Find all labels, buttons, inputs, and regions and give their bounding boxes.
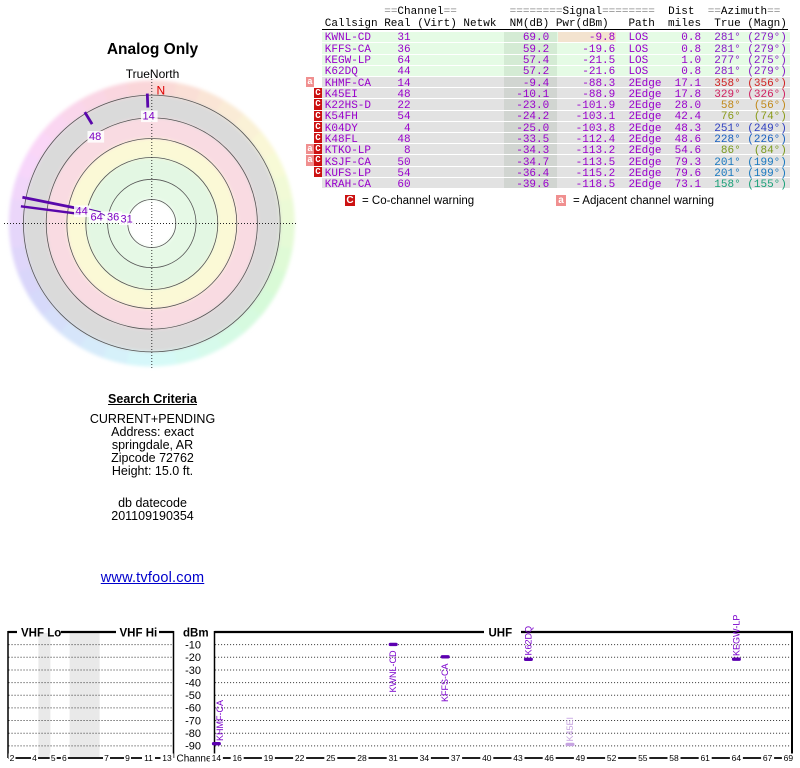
svg-text:55: 55 xyxy=(638,753,648,763)
svg-text:67: 67 xyxy=(763,753,773,763)
svg-text:64: 64 xyxy=(91,212,103,224)
svg-text:61: 61 xyxy=(700,753,710,763)
svg-text:52: 52 xyxy=(607,753,617,763)
svg-text:9: 9 xyxy=(125,753,130,763)
svg-text:31: 31 xyxy=(121,214,133,226)
svg-text:69: 69 xyxy=(784,753,794,763)
svg-text:36: 36 xyxy=(107,212,119,224)
svg-text:KWNL-CD: KWNL-CD xyxy=(388,650,398,692)
svg-text:-10: -10 xyxy=(185,639,201,651)
svg-text:7: 7 xyxy=(104,753,109,763)
svg-text:37: 37 xyxy=(451,753,461,763)
svg-text:64: 64 xyxy=(732,753,742,763)
svg-text:49: 49 xyxy=(576,753,586,763)
svg-text:19: 19 xyxy=(264,753,274,763)
svg-text:VHF Hi: VHF Hi xyxy=(120,628,158,640)
svg-text:13: 13 xyxy=(162,753,172,763)
svg-text:-80: -80 xyxy=(185,728,201,740)
svg-text:VHF Lo: VHF Lo xyxy=(21,628,61,640)
svg-text:28: 28 xyxy=(357,753,367,763)
svg-text:-40: -40 xyxy=(185,677,201,689)
svg-text:K62DQ: K62DQ xyxy=(523,626,533,656)
svg-text:6: 6 xyxy=(62,753,67,763)
svg-text:-50: -50 xyxy=(185,690,201,702)
svg-text:UHF: UHF xyxy=(489,628,513,640)
svg-text:K45EI: K45EI xyxy=(565,717,575,742)
svg-text:31: 31 xyxy=(388,753,398,763)
svg-text:2: 2 xyxy=(10,753,15,763)
svg-text:dBm: dBm xyxy=(183,628,209,640)
svg-text:14: 14 xyxy=(212,753,222,763)
svg-text:-30: -30 xyxy=(185,665,201,677)
svg-text:4: 4 xyxy=(32,753,37,763)
svg-text:58: 58 xyxy=(669,753,679,763)
svg-text:43: 43 xyxy=(513,753,523,763)
svg-text:5: 5 xyxy=(51,753,56,763)
svg-text:Channel: Channel xyxy=(177,754,214,765)
svg-text:44: 44 xyxy=(76,206,88,218)
svg-text:34: 34 xyxy=(420,753,430,763)
svg-text:KFFS-CA: KFFS-CA xyxy=(440,663,450,702)
svg-text:25: 25 xyxy=(326,753,336,763)
svg-text:-20: -20 xyxy=(185,652,201,664)
svg-text:14: 14 xyxy=(143,111,155,123)
svg-text:11: 11 xyxy=(144,753,153,763)
svg-text:40: 40 xyxy=(482,753,492,763)
svg-text:46: 46 xyxy=(544,753,554,763)
svg-text:KEGW-LP: KEGW-LP xyxy=(731,615,741,656)
svg-text:KHMF-CA: KHMF-CA xyxy=(215,700,225,741)
svg-text:22: 22 xyxy=(295,753,305,763)
svg-text:N: N xyxy=(157,84,166,98)
svg-text:16: 16 xyxy=(232,753,242,763)
svg-text:-90: -90 xyxy=(185,741,201,753)
svg-text:-70: -70 xyxy=(185,715,201,727)
svg-text:-60: -60 xyxy=(185,703,201,715)
svg-text:48: 48 xyxy=(89,131,101,143)
